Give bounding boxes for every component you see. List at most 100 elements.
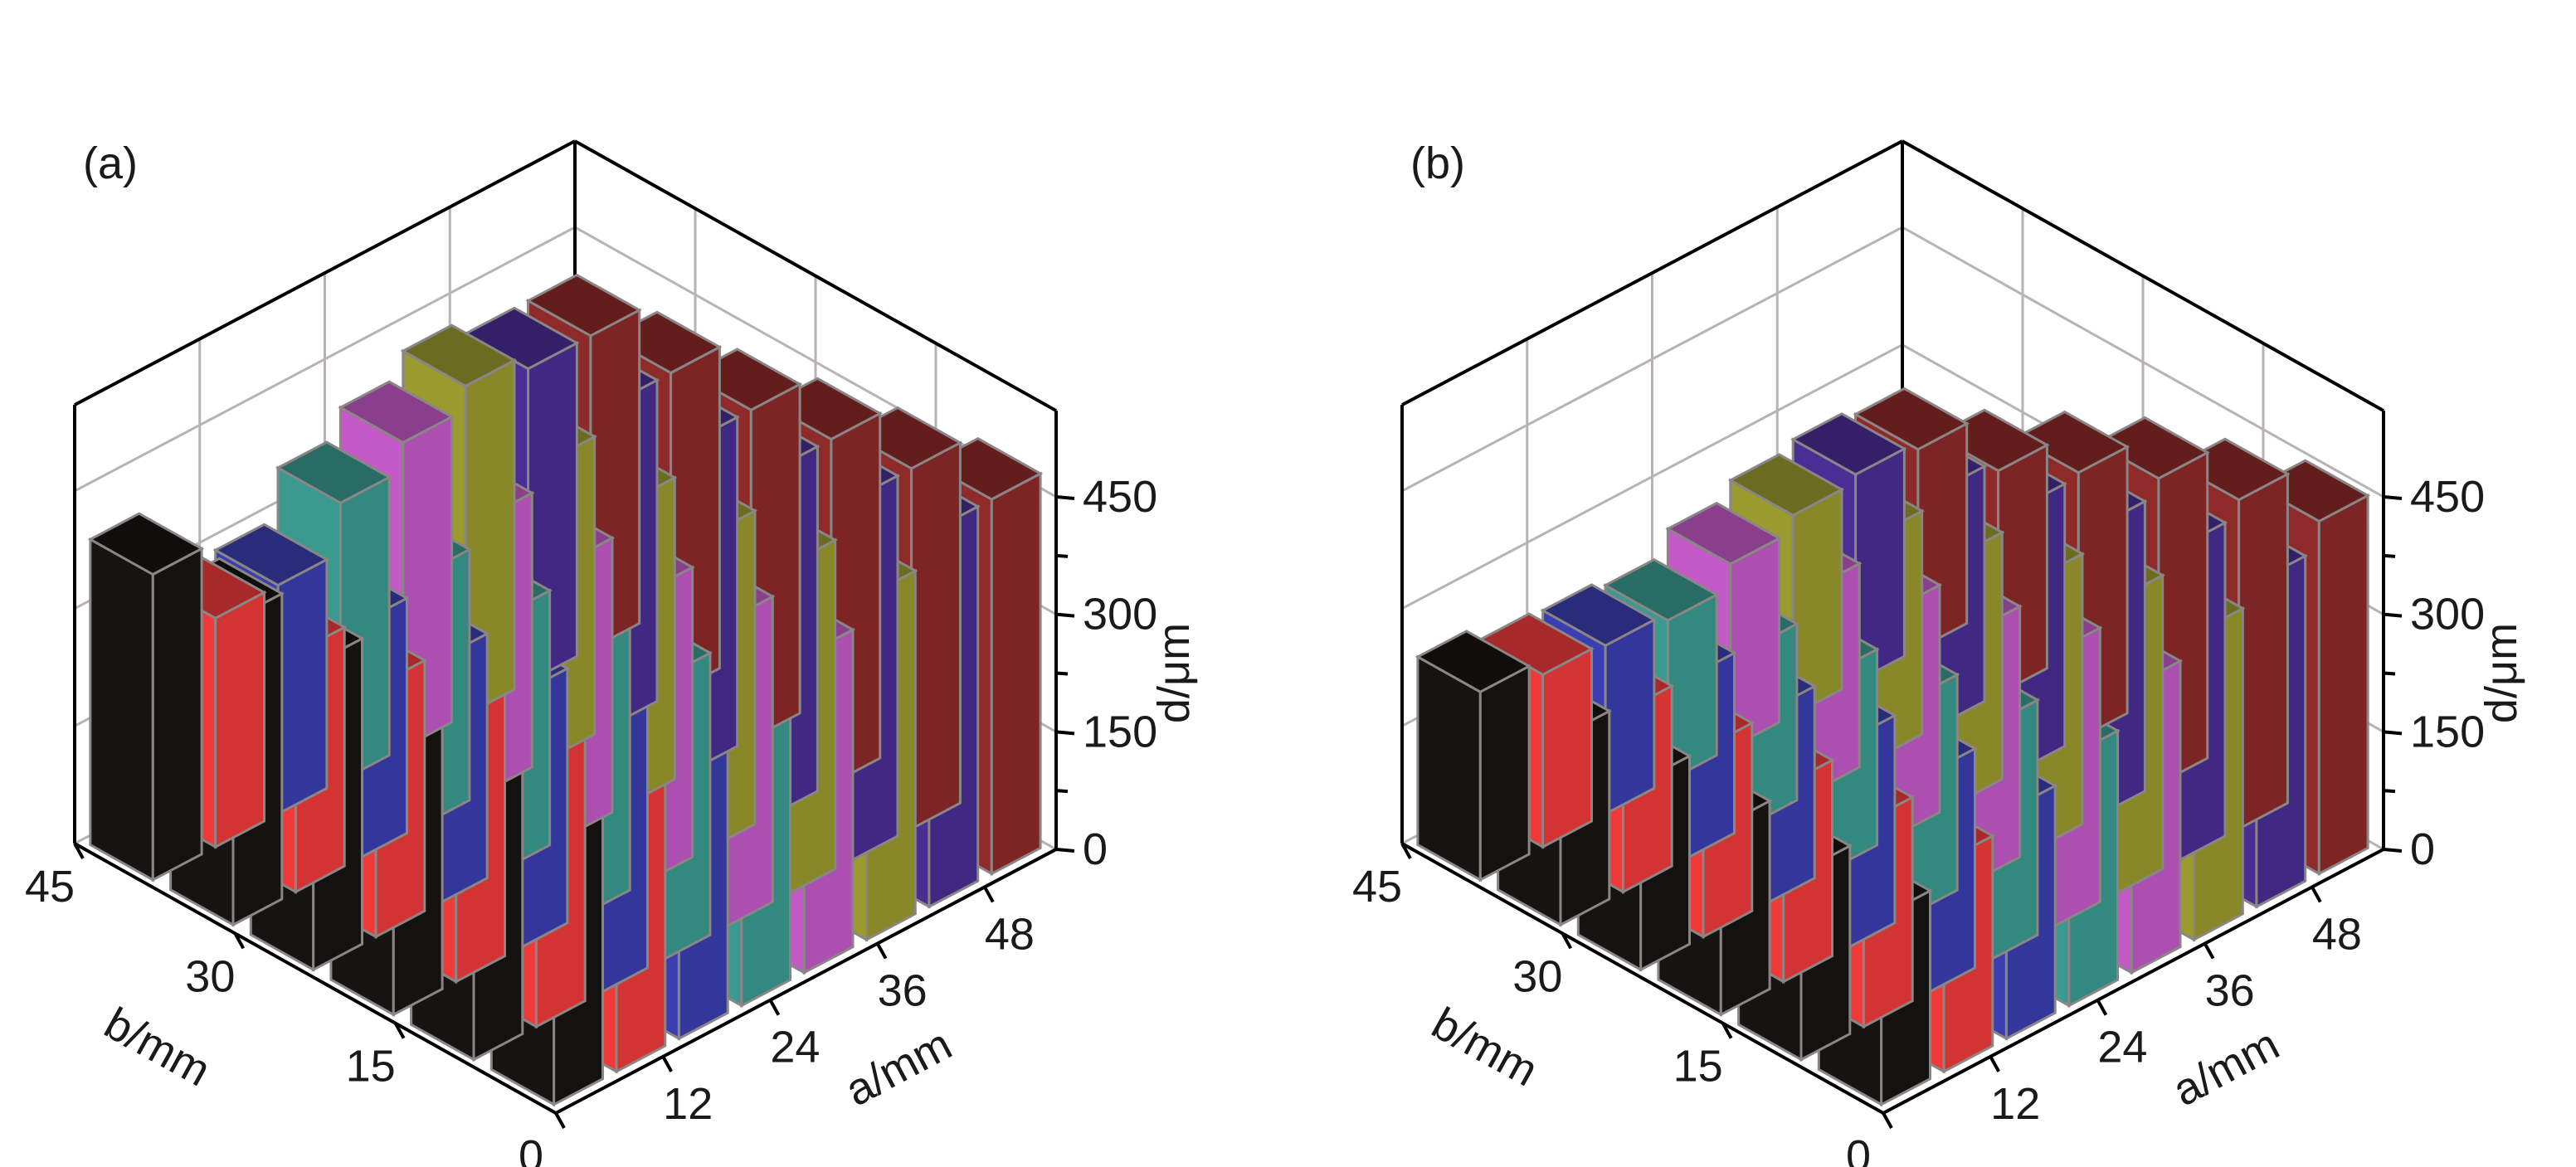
bar-face-top — [1790, 412, 1907, 476]
z-tick — [1055, 848, 1075, 853]
a-tick — [768, 999, 781, 1016]
bar-face-top — [275, 440, 392, 505]
z-tick-label: 300 — [1083, 590, 1157, 639]
axis-line — [574, 139, 1057, 412]
b-tick-label: 45 — [25, 862, 75, 912]
axis-line — [74, 139, 576, 406]
z-minor-tick — [1055, 671, 1069, 676]
b-tick — [1721, 1022, 1733, 1039]
bar-face-top — [1540, 583, 1658, 648]
a-tick-label: 36 — [2205, 966, 2255, 1016]
z-tick — [2383, 612, 2403, 618]
z-axis: 0 150 300 450 d/μm — [1055, 472, 1199, 874]
z-tick-label: 150 — [1083, 707, 1157, 756]
z-tick-label: 450 — [2410, 472, 2485, 522]
a-tick — [983, 886, 995, 903]
a-tick — [2096, 999, 2108, 1016]
bar-face-side — [2317, 493, 2369, 876]
bar-face-top — [525, 273, 642, 338]
bar-face-side — [910, 440, 962, 831]
b-tick — [233, 932, 246, 950]
b-axis-title: b/mm — [96, 999, 218, 1096]
z-minor-tick — [1055, 789, 1069, 794]
bar-face-side — [214, 590, 265, 849]
bar — [1415, 630, 1532, 883]
bar — [87, 512, 205, 883]
grid-line — [1401, 139, 2384, 412]
bar-face-top — [1602, 557, 1720, 622]
panel-label: (a) — [83, 139, 138, 188]
b-tick — [1882, 1112, 1893, 1129]
z-tick — [1055, 730, 1075, 736]
b-tick — [1561, 932, 1573, 950]
z-tick-label: 0 — [1083, 824, 1108, 874]
a-tick — [661, 1055, 673, 1072]
bar-face-side — [1541, 646, 1593, 849]
b-tick-label: 0 — [1846, 1131, 1871, 1167]
bar-face-top — [1415, 630, 1532, 693]
a-tick — [2311, 886, 2322, 903]
bars — [1415, 387, 2371, 1107]
bar-face-side — [151, 547, 203, 883]
z-minor-tick — [2383, 553, 2396, 558]
bar-face-top — [400, 323, 518, 388]
panel-a: 0 150 300 450 d/μm 0 15 30 45 b/mm 12 24 36 48 a/mm (a) — [25, 139, 1199, 1167]
a-tick-label: 24 — [2097, 1023, 2147, 1072]
z-tick-label: 150 — [2410, 707, 2485, 756]
z-tick — [2383, 730, 2403, 736]
axis-line — [1401, 139, 1903, 406]
axis-line — [555, 848, 1057, 1115]
b-tick — [1400, 843, 1412, 859]
z-tick-label: 450 — [1083, 472, 1157, 522]
bar-face-side — [1478, 664, 1531, 883]
bar-face-side — [990, 471, 1042, 876]
bar-face-top — [212, 523, 330, 587]
bar-face-side — [276, 557, 329, 816]
z-minor-tick — [1055, 553, 1069, 558]
a-tick-label: 48 — [2312, 909, 2362, 959]
a-tick-label: 24 — [770, 1023, 820, 1072]
z-tick — [2383, 495, 2403, 500]
z-tick — [1055, 495, 1075, 500]
b-tick-label: 30 — [185, 951, 235, 1001]
a-tick — [875, 942, 888, 960]
a-axis-title: a/mm — [2165, 1019, 2286, 1116]
bar-face-top — [1727, 453, 1845, 518]
b-axis-title: b/mm — [1424, 999, 1546, 1096]
axis-line — [1902, 139, 2384, 412]
z-tick-label: 300 — [2410, 590, 2485, 639]
z-minor-tick — [2383, 789, 2396, 794]
b-tick — [554, 1112, 566, 1129]
b-tick-label: 15 — [1673, 1042, 1723, 1092]
bar-face-side — [1604, 617, 1656, 816]
b-tick-label: 30 — [1512, 951, 1562, 1001]
bar-face-top — [1853, 387, 1970, 451]
b-tick — [73, 843, 85, 859]
a-tick-label: 36 — [878, 966, 928, 1016]
z-axis-title: d/μm — [2476, 623, 2526, 723]
a-tick-label: 12 — [1990, 1079, 2040, 1129]
z-tick — [1055, 612, 1075, 618]
a-tick — [2203, 942, 2215, 960]
a-tick-label: 12 — [663, 1079, 713, 1129]
b-tick-label: 0 — [519, 1131, 543, 1167]
bar-face-front — [1416, 654, 1482, 883]
b-tick-label: 15 — [346, 1042, 396, 1092]
a-tick — [1989, 1055, 2000, 1072]
axis-line — [1882, 848, 2384, 1115]
a-axis: 12 24 36 48 a/mm — [661, 886, 1035, 1129]
b-tick — [393, 1022, 406, 1039]
z-axis: 0 150 300 450 d/μm — [2383, 472, 2526, 874]
a-tick-label: 48 — [985, 909, 1035, 959]
bar-face-side — [2238, 472, 2289, 831]
a-axis-title: a/mm — [837, 1019, 959, 1116]
axis-line — [74, 842, 557, 1115]
bar-face-top — [1665, 501, 1782, 566]
z-tick-label: 0 — [2410, 824, 2435, 874]
z-minor-tick — [2383, 671, 2396, 676]
bar-face-top — [338, 380, 455, 445]
panel-b: 0 150 300 450 d/μm 0 15 30 45 b/mm 12 24 36 48 a/mm (b) — [1352, 139, 2526, 1167]
bars — [87, 273, 1044, 1107]
axis-line — [1401, 842, 1884, 1115]
